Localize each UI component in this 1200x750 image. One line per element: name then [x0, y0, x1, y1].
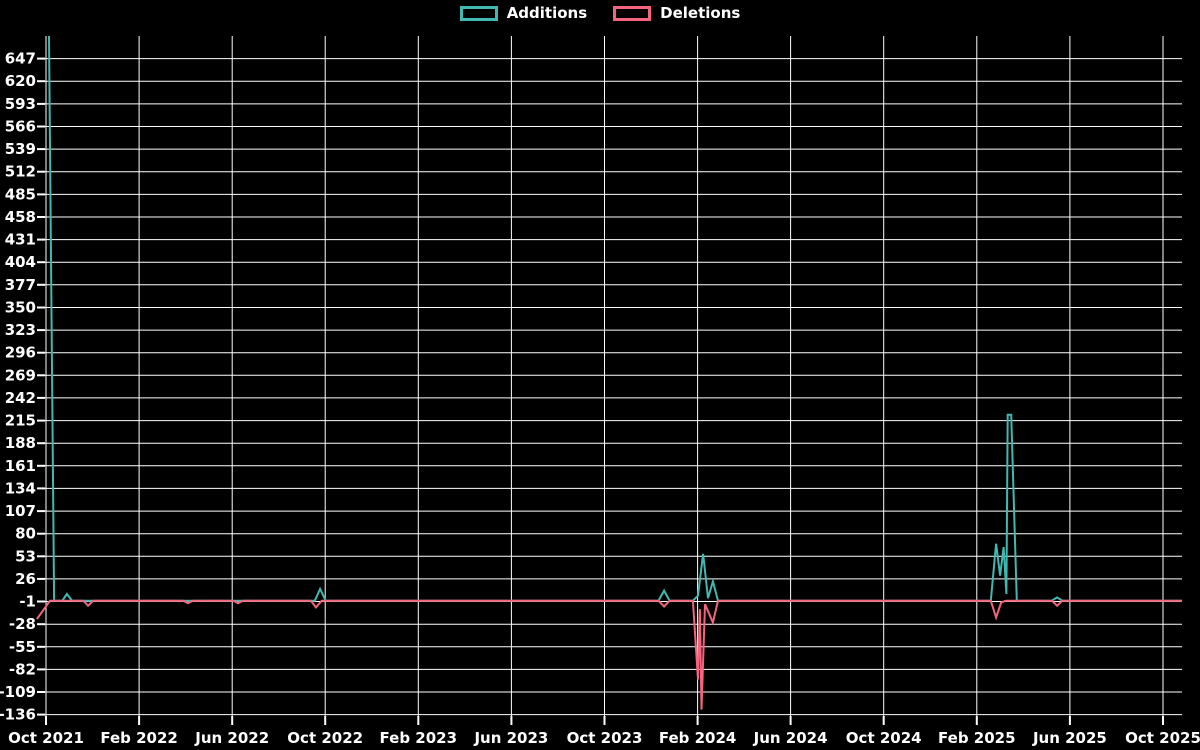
y-tick-label: 566 [5, 118, 36, 136]
y-tick-label: 242 [5, 389, 36, 407]
y-tick-label: 188 [5, 434, 36, 452]
deletions-swatch-icon [613, 6, 652, 21]
legend-item-additions[interactable]: Additions [459, 4, 588, 22]
chart-legend: Additions Deletions [0, 6, 1200, 21]
legend-label-additions: Additions [506, 4, 588, 22]
x-tick-label: Feb 2025 [938, 729, 1016, 747]
y-tick-label: 512 [5, 163, 36, 181]
x-tick-label: Feb 2023 [380, 729, 458, 747]
y-tick-label: 80 [15, 525, 36, 543]
legend-label-deletions: Deletions [660, 4, 741, 22]
additions-line [48, 35, 1182, 602]
x-tick-label: Oct 2024 [846, 729, 922, 747]
y-tick-label: -28 [9, 615, 36, 633]
y-tick-label: 377 [5, 276, 36, 294]
y-tick-label: 539 [5, 140, 36, 158]
y-tick-label: 431 [5, 231, 36, 249]
y-tick-label: 269 [5, 366, 36, 384]
y-tick-label: 296 [5, 344, 36, 362]
x-tick-label: Jun 2025 [1032, 729, 1107, 747]
y-tick-label: 485 [5, 185, 36, 203]
x-tick-label: Feb 2022 [100, 729, 178, 747]
y-tick-label: -55 [9, 638, 36, 656]
y-tick-label: 620 [5, 72, 36, 90]
y-axis-labels: 647 620 593 566 539 512 485 458 431 404 377 350 323 2… [0, 50, 36, 724]
y-tick-label: 215 [5, 412, 36, 430]
y-tick-label: 593 [5, 95, 36, 113]
x-axis-labels: Oct 2021 Feb 2022 Jun 2022 Oct 2022 Feb 2023… [8, 729, 1200, 747]
y-tick-label: 350 [5, 299, 36, 317]
y-tick-label: -82 [9, 660, 36, 678]
x-tick-label: Oct 2022 [287, 729, 363, 747]
x-tick-label: Jun 2024 [753, 729, 828, 747]
x-tick-label: Feb 2024 [659, 729, 737, 747]
axis-tick-marks [37, 57, 1164, 725]
y-tick-label: 26 [15, 570, 36, 588]
y-tick-label: 134 [5, 479, 36, 497]
y-tick-label: 323 [5, 321, 36, 339]
y-tick-label: 161 [5, 457, 36, 475]
y-tick-label: 53 [15, 547, 36, 565]
x-tick-label: Jun 2023 [473, 729, 548, 747]
y-tick-label: 647 [5, 50, 36, 68]
x-tick-label: Oct 2025 [1125, 729, 1200, 747]
gridlines [45, 36, 1182, 716]
y-tick-label: 458 [5, 208, 36, 226]
legend-item-deletions[interactable]: Deletions [613, 6, 740, 21]
y-tick-label: 404 [5, 253, 36, 271]
additions-swatch-icon [459, 6, 498, 21]
y-tick-label: 107 [5, 502, 36, 520]
x-tick-label: Oct 2023 [567, 729, 643, 747]
y-tick-label: -1 [19, 593, 36, 611]
x-tick-label: Jun 2022 [194, 729, 269, 747]
y-tick-label: -136 [0, 706, 36, 724]
x-tick-label: Oct 2021 [8, 729, 84, 747]
deletions-line [36, 599, 1182, 710]
y-tick-label: -109 [0, 683, 36, 701]
